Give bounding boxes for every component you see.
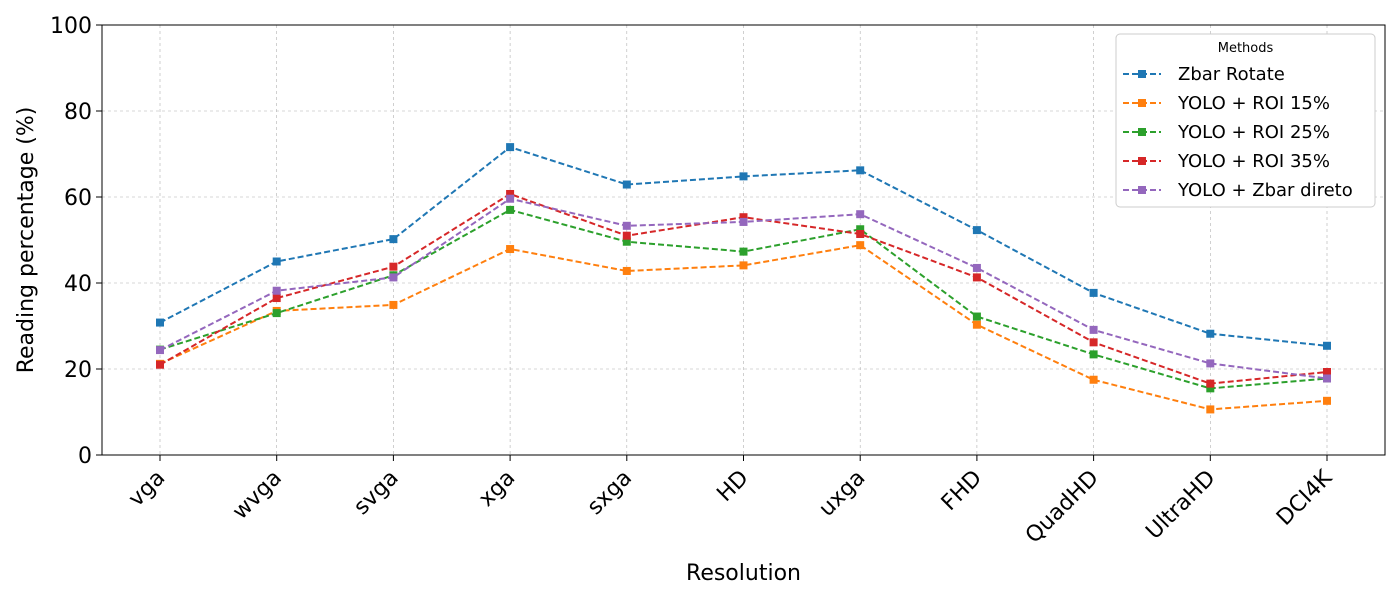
data-point [156, 360, 164, 369]
y-tick-label: 20 [64, 358, 92, 383]
x-tick-label: FHD [937, 466, 987, 516]
series-4 [156, 194, 1331, 383]
data-point [972, 312, 981, 321]
legend-item: YOLO + ROI 35% [1123, 151, 1330, 172]
data-point [506, 245, 515, 254]
legend-item: YOLO + ROI 25% [1123, 122, 1330, 143]
data-point [1089, 350, 1098, 359]
legend-item: YOLO + Zbar direto [1123, 180, 1353, 201]
data-point [272, 309, 281, 318]
data-point [1206, 379, 1215, 388]
data-point [272, 286, 281, 295]
data-point [156, 346, 164, 355]
data-point [1323, 396, 1331, 405]
data-point [739, 247, 748, 256]
x-tick-label: wvga [228, 466, 287, 525]
data-point [389, 273, 398, 282]
series-3 [156, 189, 1331, 388]
x-tick-label: vga [124, 466, 170, 512]
legend-item: Zbar Rotate [1123, 64, 1285, 85]
legend-label: YOLO + ROI 15% [1177, 93, 1330, 114]
data-point [1089, 338, 1098, 347]
data-point [1089, 375, 1098, 384]
legend-label: YOLO + Zbar direto [1177, 180, 1353, 201]
data-point [622, 237, 631, 246]
x-tick-label: QuadHD [1021, 466, 1104, 549]
x-tick-label: DCI4K [1272, 465, 1338, 531]
legend-item: YOLO + ROI 15% [1123, 93, 1330, 114]
y-tick-label: 60 [64, 186, 92, 211]
data-point [856, 166, 865, 175]
data-point [972, 320, 981, 329]
legend-box [1115, 33, 1376, 208]
data-point [506, 205, 515, 214]
data-point [739, 261, 748, 270]
legend-label: Zbar Rotate [1178, 64, 1285, 85]
y-axis-title: Reading percentage (%) [14, 107, 39, 374]
data-point [506, 194, 515, 203]
legend-marker [1138, 128, 1146, 136]
x-tick-label: sxga [583, 466, 637, 520]
data-point [739, 172, 748, 181]
y-axis-ticks: 0 20 40 60 80 100 [50, 14, 102, 469]
x-tick-label: xga [474, 466, 520, 512]
data-point [1206, 405, 1215, 414]
data-point [272, 257, 281, 266]
data-point [389, 300, 398, 309]
data-point [506, 143, 515, 152]
x-tick-label: uxga [814, 466, 870, 522]
data-point [856, 210, 865, 219]
x-tick-label: UltraHD [1141, 466, 1220, 545]
y-tick-label: 80 [64, 100, 92, 125]
data-point [506, 189, 515, 198]
series-line [159, 244, 1328, 411]
x-tick-label: svga [349, 466, 403, 520]
data-point [1323, 374, 1331, 383]
data-point [389, 262, 398, 271]
data-point [1206, 384, 1215, 393]
data-point [1206, 359, 1215, 368]
data-point [1089, 288, 1098, 297]
legend-marker [1138, 157, 1146, 165]
legend-marker [1138, 186, 1146, 194]
legend-label: YOLO + ROI 25% [1177, 122, 1330, 143]
data-point [856, 229, 865, 238]
data-point [739, 217, 748, 226]
data-point [856, 241, 865, 250]
legend-title: Methods [1218, 41, 1274, 56]
y-tick-label: 100 [50, 14, 92, 39]
legend: Methods Zbar Rotate YOLO + ROI 15% YOLO + … [1115, 33, 1376, 208]
x-axis-ticks: vga wvga svga xga sxga HD uxga FHD QuadHD UltraHD… [124, 455, 1338, 548]
x-axis-title: Resolution [686, 561, 801, 586]
data-point [156, 318, 164, 327]
data-point [272, 294, 281, 303]
data-point [622, 221, 631, 230]
y-tick-label: 40 [64, 272, 92, 297]
data-point [856, 225, 865, 234]
x-tick-label: HD [712, 466, 753, 507]
data-point [389, 235, 398, 244]
series-layer [156, 143, 1331, 414]
data-point [739, 213, 748, 222]
data-point [972, 273, 981, 282]
data-point [1323, 368, 1331, 377]
y-tick-label: 0 [78, 444, 92, 469]
series-0 [156, 143, 1331, 350]
series-2 [156, 205, 1331, 393]
data-point [622, 231, 631, 240]
data-point [972, 226, 981, 235]
data-point [972, 263, 981, 272]
data-point [1206, 329, 1215, 338]
series-line [159, 145, 1328, 347]
legend-marker [1138, 99, 1146, 107]
legend-marker [1138, 70, 1146, 78]
data-point [1323, 341, 1331, 350]
data-point [1089, 325, 1098, 334]
data-point [622, 180, 631, 189]
legend-label: YOLO + ROI 35% [1177, 151, 1330, 172]
data-point [622, 266, 631, 275]
